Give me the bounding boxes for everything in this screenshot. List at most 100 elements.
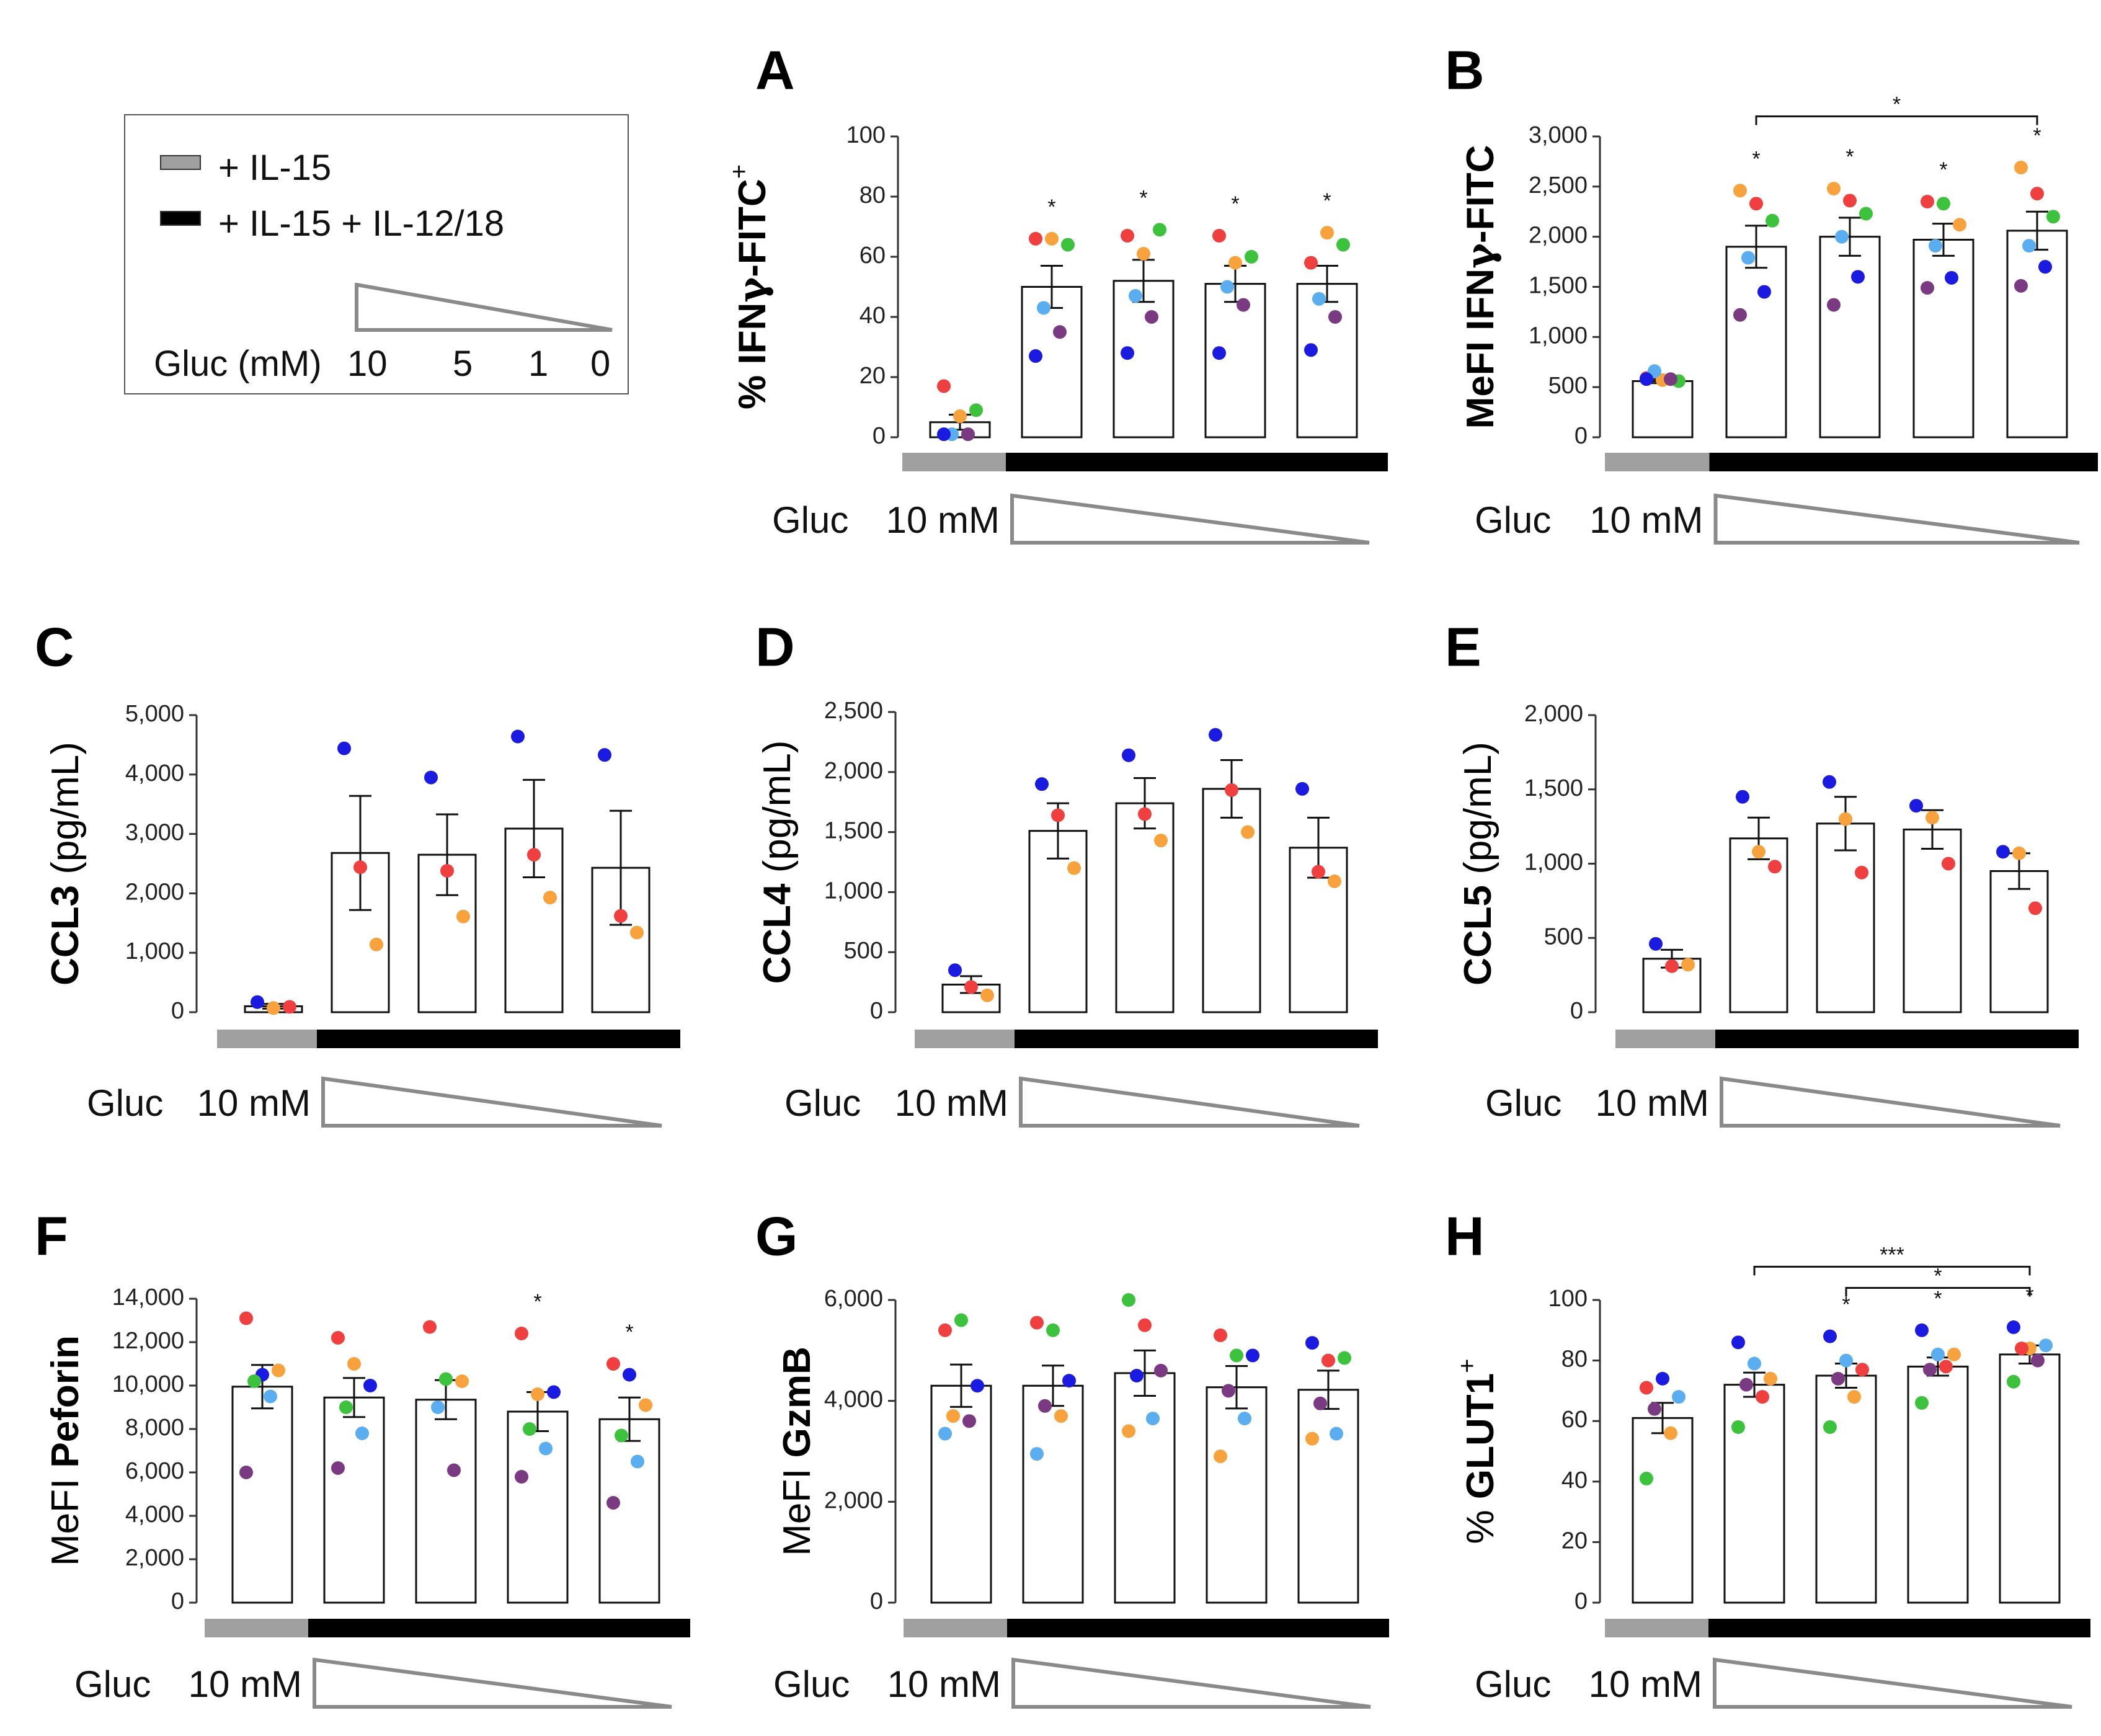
data-point [2028,901,2042,915]
panel-B: B 0 500 1,000 1,500 2,000 2,500 3,000 MeFI IFNγ-… [1445,39,2098,545]
panel-letter-A: A [755,39,795,100]
treatment-block-il15-il1218 [308,1619,690,1637]
significance-star: * [1323,189,1331,213]
y-tick-label: 4,000 [125,760,184,786]
data-point [1921,281,1934,295]
data-point [1029,231,1042,246]
significance-star: * [1842,1293,1850,1317]
y-tick-label: 1,500 [824,818,883,844]
treatment-block-il15 [915,1030,1015,1048]
data-point [1931,1347,1945,1361]
data-point [1851,270,1865,284]
data-point [1046,1323,1060,1337]
y-tick-label: 5,000 [125,701,184,727]
gluc-label: Gluc [1485,1082,1561,1124]
y-label-unit: (pg/mL) [756,741,799,884]
panel-A: A 0 20 40 60 80 100 % IFNγ-FITC+ * * * * Gluc 10 mM [726,39,1388,545]
y-label-unit: (pg/mL) [1457,742,1499,885]
data-point [1649,937,1663,951]
y-label-part: MeFI IFN [1459,269,1502,429]
treatment-block-il15 [205,1619,308,1637]
legend-swatch-il15 [160,155,201,170]
treatment-block-il15 [1605,1619,1708,1637]
data-point [1915,1395,1929,1410]
data-point [1648,1402,1661,1416]
bar-A-4 [1204,283,1266,438]
data-point [1859,207,1873,221]
data-point [1823,1420,1837,1434]
data-point [2007,1374,2020,1389]
legend-gluc-0: 0 [590,344,611,384]
treatment-block-il15-il1218 [1015,1030,1378,1048]
data-point [1130,1369,1144,1382]
gluc-label: Gluc [1475,499,1551,541]
gluc-conc-label: 10 mM [1589,1663,1702,1705]
data-point [1939,1360,1953,1374]
data-point [1122,748,1135,762]
data-point [1328,874,1341,888]
panel-D: D 0 500 1,000 1,500 2,000 2,500 CCL4 (pg/mL) Glu… [755,616,1378,1128]
data-point [1953,218,1966,232]
data-point [1312,865,1325,879]
data-point [1827,182,1841,196]
gluc-gradient-triangle [1713,1657,2072,1709]
bar-G-5 [1297,1389,1359,1604]
data-point [1748,1356,1761,1371]
data-point [1154,834,1168,848]
data-point [1146,1412,1160,1426]
y-label-part: MeFI [776,1458,819,1556]
treatment-block-il15 [902,453,1006,471]
y-tick-label: 0 [171,1588,184,1614]
gluc-label: Gluc [1475,1663,1551,1705]
y-tick-label: 3,000 [1529,122,1588,148]
bar-H-1 [1632,1417,1694,1604]
bar-B-3 [1819,236,1881,438]
data-point [1225,783,1238,797]
data-point [2014,161,2028,175]
data-point [1731,1420,1745,1434]
data-point [1664,1426,1677,1440]
bar-E-2 [1729,837,1788,1013]
data-point [1121,346,1134,360]
data-point [363,1379,377,1392]
legend-gradient-triangle [355,283,613,332]
treatment-block-il15 [1605,453,1710,471]
data-point [1823,1329,1837,1343]
gluc-conc-label: 10 mM [197,1082,311,1124]
data-point [1030,1315,1044,1330]
data-point [431,1400,445,1414]
data-point [1942,857,1955,871]
data-point [1656,1371,1669,1386]
gluc-label: Gluc [87,1082,163,1124]
data-point [954,1313,968,1327]
y-label-greek: γ [729,277,775,303]
data-point [1736,790,1749,804]
y-label-part: % [1459,1499,1502,1544]
panel-letter-C: C [35,616,74,677]
y-tick-label: 0 [171,998,184,1024]
data-point [1138,1318,1152,1332]
y-label-part: -FITC [731,179,774,277]
data-point [1839,1353,1853,1368]
y-axis-label-H: % GLUT1+ [1454,1359,1503,1544]
data-point [1749,197,1763,211]
data-point [539,1441,553,1456]
data-point [1129,289,1142,303]
data-point [1305,1336,1319,1350]
gluc-conc-label: 10 mM [189,1663,302,1705]
y-tick-label: 10,000 [112,1371,184,1397]
y-tick-label: 0 [870,1588,883,1614]
panel-letter-B: B [1445,39,1485,100]
y-tick-label: 40 [859,303,886,329]
y-tick-label: 500 [1544,924,1583,950]
y-tick-label: 0 [1575,1588,1588,1614]
y-axis-label-A: % IFNγ-FITC+ [726,164,775,409]
bar-G-1 [930,1384,992,1604]
y-tick-label: 1,000 [1524,850,1583,876]
y-label-greek: γ [1457,243,1503,269]
data-point [1336,238,1350,252]
data-point [964,980,978,994]
gluc-gradient-triangle [1011,1657,1371,1709]
data-point [971,1379,984,1393]
